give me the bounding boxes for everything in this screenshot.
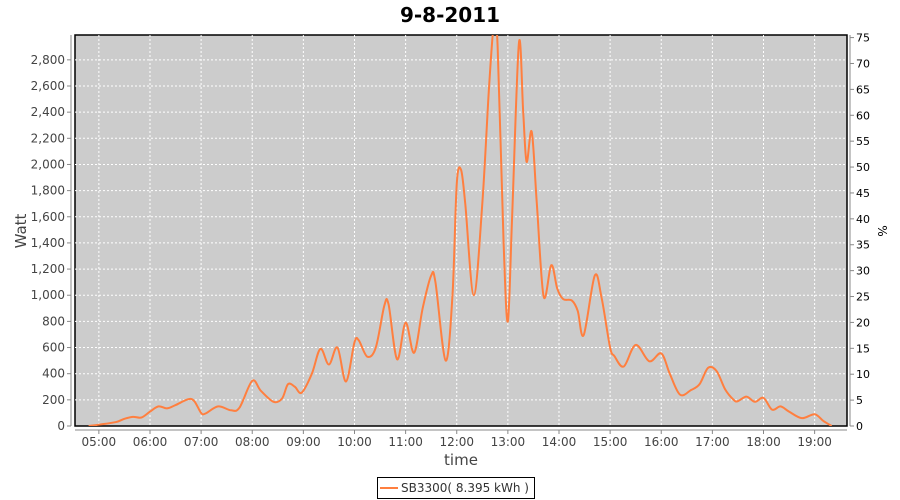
y2-tick-label: 55 [856,135,870,148]
chart-title: 9-8-2011 [400,3,500,27]
x-tick-label: 16:00 [644,435,679,449]
y-tick-label: 0 [57,419,65,433]
y2-tick-label: 15 [856,342,870,355]
y-tick-label: 1,200 [31,262,65,276]
legend-label: SB3300( 8.395 kWh ) [401,481,529,495]
axes: 05:00 06:00 07:00 08:00 09:00 10:00 11:00 12:00… [31,32,870,449]
y2-tick-label: 10 [856,368,870,381]
y-tick-label: 200 [42,393,65,407]
y-tick-label: 400 [42,367,65,381]
y-axis-label: Watt [12,213,30,248]
x-tick-label: 12:00 [439,435,474,449]
y-tick-label: 2,000 [31,157,65,171]
y-tick-label: 1,000 [31,288,65,302]
y-tick-label: 2,600 [31,79,65,93]
x-tick-label: 15:00 [593,435,628,449]
y-tick-label: 2,800 [31,53,65,67]
y2-tick-label: 25 [856,291,870,304]
x-tick-label: 08:00 [235,435,270,449]
y-tick-label: 1,600 [31,210,65,224]
x-tick-label: 05:00 [82,435,117,449]
y-tick-label: 1,400 [31,236,65,250]
y-tick-label: 1,800 [31,184,65,198]
series-group [88,35,833,426]
y-tick-label: 2,400 [31,105,65,119]
y2-tick-label: 65 [856,83,870,96]
grid [75,35,847,426]
y2-tick-label: 5 [856,394,863,407]
y-tick-label: 2,200 [31,131,65,145]
x-tick-label: 18:00 [746,435,781,449]
y2-tick-label: 30 [856,265,870,278]
x-tick-label: 17:00 [695,435,730,449]
x-tick-label: 09:00 [286,435,321,449]
y2-tick-label: 45 [856,187,870,200]
x-tick-label: 10:00 [337,435,372,449]
y2-tick-label: 70 [856,57,870,70]
plot-area [74,34,848,427]
x-tick-label: 11:00 [388,435,423,449]
y2-tick-label: 40 [856,213,870,226]
x-tick-label: 06:00 [133,435,168,449]
y2-tick-label: 0 [856,420,863,433]
y2-tick-label: 35 [856,239,870,252]
y2-axis-label: % [875,225,889,236]
x-tick-label: 13:00 [491,435,526,449]
legend-swatch [380,487,398,489]
y-tick-label: 600 [42,341,65,355]
y-tick-label: 800 [42,314,65,328]
x-axis-label: time [444,451,478,469]
x-tick-label: 07:00 [184,435,219,449]
y2-tick-label: 60 [856,109,870,122]
y2-tick-label: 75 [856,32,870,45]
legend: SB3300( 8.395 kWh ) [377,477,535,499]
y2-tick-label: 50 [856,161,870,174]
y2-tick-label: 20 [856,316,870,329]
x-tick-label: 14:00 [542,435,577,449]
series-line [88,35,833,426]
x-tick-label: 19:00 [797,435,832,449]
